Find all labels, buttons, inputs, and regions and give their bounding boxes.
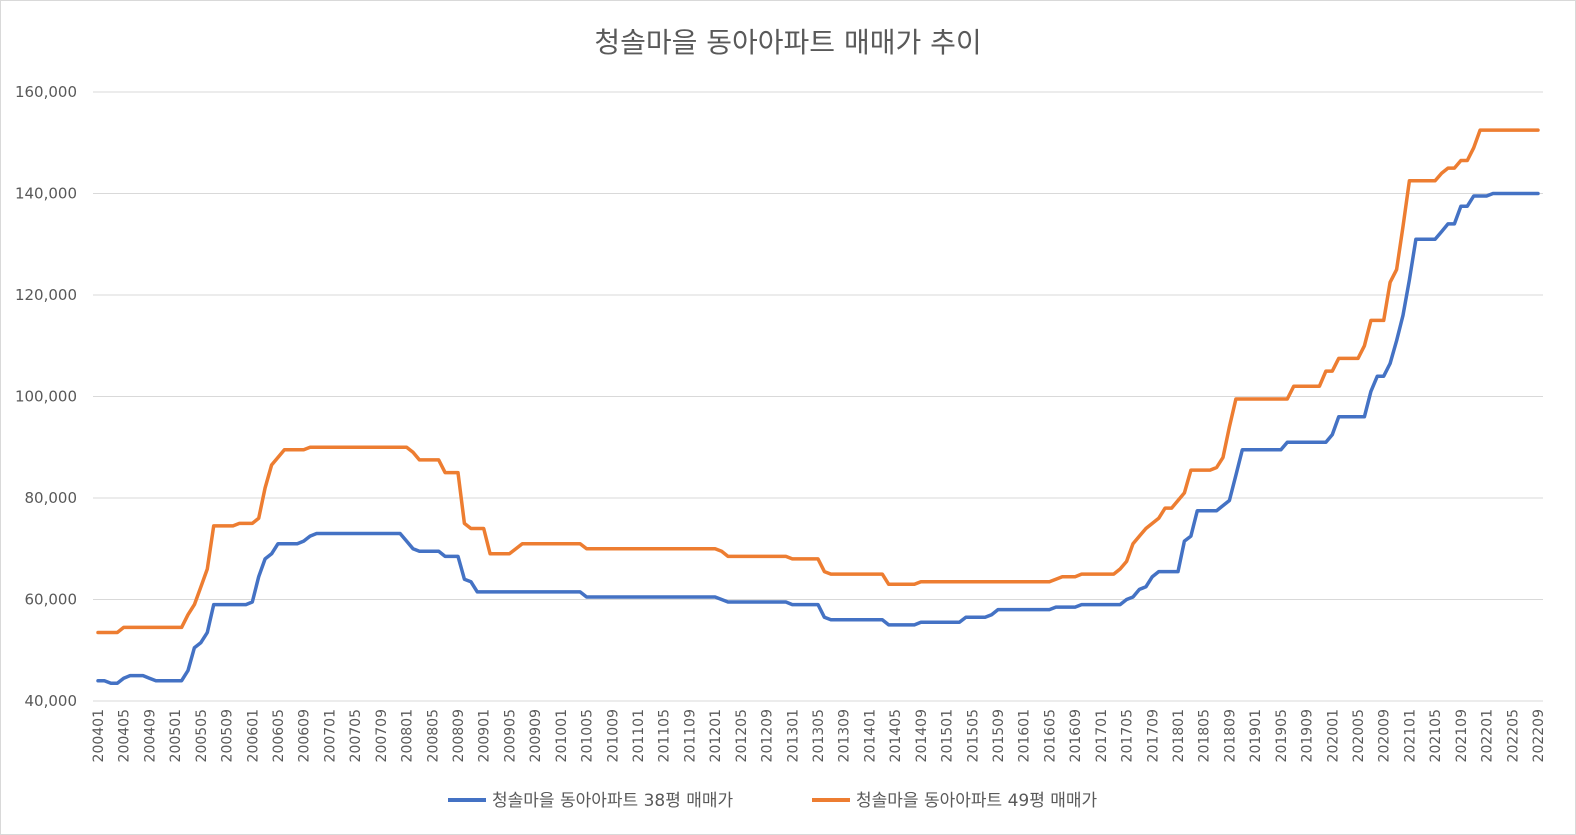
x-tick-label: 201905 xyxy=(1274,709,1290,762)
x-tick-label: 202201 xyxy=(1480,709,1496,762)
x-tick-label: 200501 xyxy=(168,709,184,762)
y-axis-ticks: 40,000 60,000 80,000 100,000 120,000 140,000 1… xyxy=(15,83,77,710)
x-tick-label: 202105 xyxy=(1428,709,1444,762)
series-line-49 xyxy=(96,128,1540,635)
x-tick-label: 201901 xyxy=(1248,709,1264,762)
x-tick-label: 201909 xyxy=(1300,709,1316,762)
x-tick-label: 201409 xyxy=(914,709,930,762)
x-tick-label: 201105 xyxy=(657,709,673,762)
y-tick-label: 60,000 xyxy=(25,591,78,609)
x-tick-label: 201709 xyxy=(1145,709,1161,762)
x-tick-label: 201205 xyxy=(734,709,750,762)
x-tick-label: 201609 xyxy=(1068,709,1084,762)
x-tick-label: 201209 xyxy=(760,709,776,762)
x-tick-label: 200909 xyxy=(528,709,544,762)
x-tick-label: 201005 xyxy=(580,709,596,762)
x-tick-label: 201809 xyxy=(1222,709,1238,762)
x-tick-label: 200609 xyxy=(297,709,313,762)
x-tick-label: 202209 xyxy=(1531,709,1547,762)
x-tick-label: 201309 xyxy=(837,709,853,762)
x-tick-label: 200605 xyxy=(271,709,287,762)
x-tick-label: 201405 xyxy=(888,709,904,762)
x-tick-label: 201801 xyxy=(1171,709,1187,762)
x-tick-label: 200405 xyxy=(117,709,133,762)
x-tick-label: 200905 xyxy=(502,709,518,762)
y-tick-label: 140,000 xyxy=(15,185,77,203)
y-tick-label: 40,000 xyxy=(25,692,78,710)
x-tick-label: 201305 xyxy=(811,709,827,762)
x-tick-label: 201605 xyxy=(1042,709,1058,762)
x-tick-label: 201701 xyxy=(1094,709,1110,762)
x-tick-label: 201201 xyxy=(708,709,724,762)
legend-label-49: 청솔마을 동아아파트 49평 매매가 xyxy=(856,791,1098,811)
x-tick-label: 201505 xyxy=(965,709,981,762)
legend: 청솔마을 동아아파트 38평 매매가 청솔마을 동아아파트 49평 매매가 xyxy=(448,791,1098,811)
x-tick-label: 202009 xyxy=(1377,709,1393,762)
series-line-38 xyxy=(96,191,1540,685)
x-tick-label: 200601 xyxy=(245,709,261,762)
x-tick-label: 200709 xyxy=(374,709,390,762)
x-tick-label: 201705 xyxy=(1120,709,1136,762)
y-tick-label: 100,000 xyxy=(15,388,77,406)
x-tick-label: 201109 xyxy=(682,709,698,762)
x-tick-label: 201301 xyxy=(785,709,801,762)
x-tick-label: 200805 xyxy=(425,709,441,762)
y-tick-label: 120,000 xyxy=(15,286,77,304)
x-tick-label: 200505 xyxy=(194,709,210,762)
chart-title: 청솔마을 동아아파트 매매가 추이 xyxy=(594,26,981,59)
x-tick-label: 200701 xyxy=(322,709,338,762)
x-tick-label: 200509 xyxy=(220,709,236,762)
x-tick-label: 202101 xyxy=(1402,709,1418,762)
legend-label-38: 청솔마을 동아아파트 38평 매매가 xyxy=(492,791,734,811)
x-tick-label: 201805 xyxy=(1197,709,1213,762)
y-tick-label: 160,000 xyxy=(15,83,77,101)
x-tick-label: 201509 xyxy=(991,709,1007,762)
x-tick-label: 201401 xyxy=(862,709,878,762)
x-axis-ticks: 200401 200405 200409 200501 200505 200509 2006… xyxy=(91,709,1547,762)
x-tick-label: 200801 xyxy=(400,709,416,762)
x-tick-label: 200705 xyxy=(348,709,364,762)
x-tick-label: 201001 xyxy=(554,709,570,762)
gridlines xyxy=(93,91,1543,702)
x-tick-label: 200901 xyxy=(477,709,493,762)
x-tick-label: 201009 xyxy=(605,709,621,762)
x-tick-label: 200401 xyxy=(91,709,107,762)
x-tick-label: 201501 xyxy=(940,709,956,762)
x-tick-label: 202205 xyxy=(1505,709,1521,762)
x-tick-label: 202005 xyxy=(1351,709,1367,762)
x-tick-label: 201101 xyxy=(631,709,647,762)
series-lines xyxy=(96,128,1540,685)
x-tick-label: 200409 xyxy=(142,709,158,762)
x-tick-label: 202001 xyxy=(1325,709,1341,762)
y-tick-label: 80,000 xyxy=(25,489,78,507)
x-tick-label: 200809 xyxy=(451,709,467,762)
x-tick-label: 201601 xyxy=(1017,709,1033,762)
x-tick-label: 202109 xyxy=(1454,709,1470,762)
